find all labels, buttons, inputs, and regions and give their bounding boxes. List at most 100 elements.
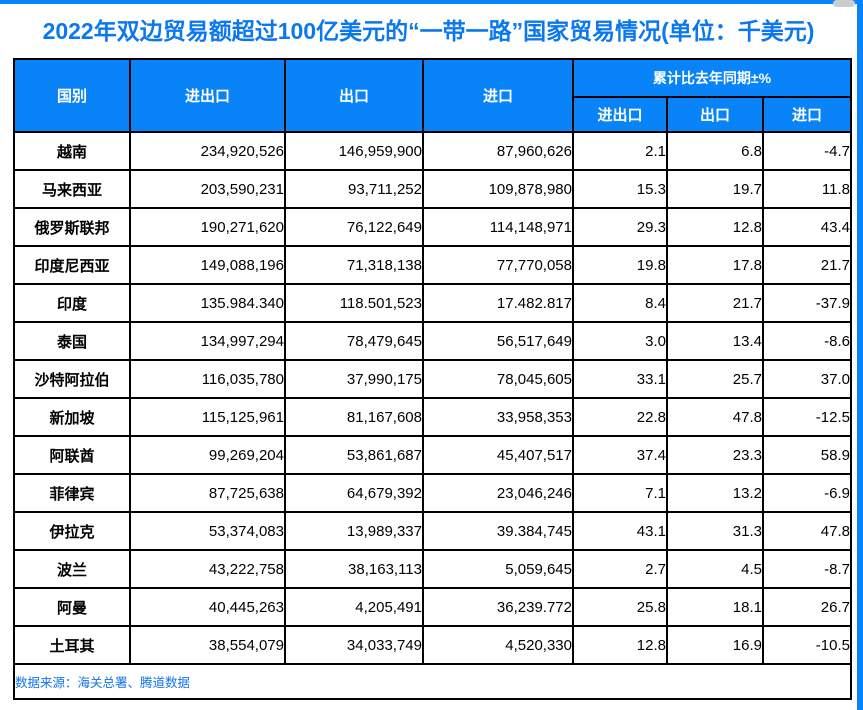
country-cell: 印度 <box>13 283 131 323</box>
table-body: 越南 234,920,526 146,959,900 87,960,626 2.1 6.8… <box>13 131 852 665</box>
country-cell: 阿曼 <box>13 587 131 627</box>
yoy-import-cell: 58.9 <box>762 435 852 475</box>
yoy-total-cell: 25.8 <box>572 587 668 627</box>
yoy-total-cell: 7.1 <box>572 473 668 513</box>
yoy-import-cell: 43.4 <box>762 207 852 247</box>
total-cell: 99,269,204 <box>129 435 286 475</box>
table-row: 阿曼 40,445,263 4,205,491 36,239.772 25.8 18.1 2… <box>13 587 852 627</box>
header-yoy-import: 进口 <box>762 96 852 133</box>
yoy-total-cell: 33.1 <box>572 359 668 399</box>
yoy-import-cell: 21.7 <box>762 245 852 285</box>
table-header: 国别 进出口 出口 进口 累计比去年同期±% 进出口 出口 进口 <box>13 58 852 133</box>
table-row: 菲律宾 87,725,638 64,679,392 23,046,246 7.1 13.2… <box>13 473 852 513</box>
import-cell: 77,770,058 <box>422 245 574 285</box>
header-yoy-group: 累计比去年同期±% <box>572 58 852 98</box>
table-row: 俄罗斯联邦 190,271,620 76,122,649 114,148,971 29.… <box>13 207 852 247</box>
yoy-export-cell: 47.8 <box>666 397 764 437</box>
yoy-export-cell: 23.3 <box>666 435 764 475</box>
import-cell: 56,517,649 <box>422 321 574 361</box>
import-cell: 78,045,605 <box>422 359 574 399</box>
yoy-import-cell: -12.5 <box>762 397 852 437</box>
yoy-total-cell: 2.7 <box>572 549 668 589</box>
header-yoy-export: 出口 <box>666 96 764 133</box>
table-row: 沙特阿拉伯 116,035,780 37,990,175 78,045,605 33.1… <box>13 359 852 399</box>
yoy-total-cell: 22.8 <box>572 397 668 437</box>
yoy-total-cell: 3.0 <box>572 321 668 361</box>
page-title: 2022年双边贸易额超过100亿美元的“一带一路”国家贸易情况(单位：千美元) <box>42 18 815 44</box>
export-cell: 34,033,749 <box>284 625 424 665</box>
country-cell: 印度尼西亚 <box>13 245 131 285</box>
total-cell: 43,222,758 <box>129 549 286 589</box>
total-cell: 190,271,620 <box>129 207 286 247</box>
import-cell: 114,148,971 <box>422 207 574 247</box>
country-cell: 土耳其 <box>13 625 131 665</box>
table-footer: 数据来源：海关总署、腾道数据 <box>13 663 852 700</box>
total-cell: 38,554,079 <box>129 625 286 665</box>
total-cell: 87,725,638 <box>129 473 286 513</box>
yoy-import-cell: -4.7 <box>762 131 852 171</box>
import-cell: 36,239.772 <box>422 587 574 627</box>
export-cell: 78,479,645 <box>284 321 424 361</box>
export-cell: 38,163,113 <box>284 549 424 589</box>
import-cell: 39.384,745 <box>422 511 574 551</box>
header-country: 国别 <box>13 58 131 133</box>
top-accent-bar <box>0 0 863 4</box>
import-cell: 5,059,645 <box>422 549 574 589</box>
yoy-import-cell: -10.5 <box>762 625 852 665</box>
yoy-import-cell: -8.6 <box>762 321 852 361</box>
yoy-total-cell: 12.8 <box>572 625 668 665</box>
yoy-total-cell: 15.3 <box>572 169 668 209</box>
import-cell: 33,958,353 <box>422 397 574 437</box>
table-row: 印度 135.984.340 118.501,523 17.482.817 8.4 21.… <box>13 283 852 323</box>
right-accent-bar <box>857 0 863 710</box>
yoy-import-cell: 37.0 <box>762 359 852 399</box>
table-row: 马来西亚 203,590,231 93,711,252 109,878,980 15.3… <box>13 169 852 209</box>
export-cell: 118.501,523 <box>284 283 424 323</box>
yoy-import-cell: 11.8 <box>762 169 852 209</box>
table-row: 波兰 43,222,758 38,163,113 5,059,645 2.7 4.5 -8.… <box>13 549 852 589</box>
header-export: 出口 <box>284 58 424 133</box>
country-cell: 菲律宾 <box>13 473 131 513</box>
table-row: 新加坡 115,125,961 81,167,608 33,958,353 22.8 47… <box>13 397 852 437</box>
table-row: 伊拉克 53,374,083 13,989,337 39.384,745 43.1 31.… <box>13 511 852 551</box>
export-cell: 71,318,138 <box>284 245 424 285</box>
export-cell: 146,959,900 <box>284 131 424 171</box>
table-row: 土耳其 38,554,079 34,033,749 4,520,330 12.8 16.9… <box>13 625 852 665</box>
total-cell: 135.984.340 <box>129 283 286 323</box>
total-cell: 134,997,294 <box>129 321 286 361</box>
scrollbar-thumb[interactable] <box>833 0 855 7</box>
country-cell: 俄罗斯联邦 <box>13 207 131 247</box>
import-cell: 87,960,626 <box>422 131 574 171</box>
total-cell: 116,035,780 <box>129 359 286 399</box>
yoy-total-cell: 2.1 <box>572 131 668 171</box>
yoy-total-cell: 37.4 <box>572 435 668 475</box>
import-cell: 23,046,246 <box>422 473 574 513</box>
yoy-import-cell: -37.9 <box>762 283 852 323</box>
yoy-export-cell: 18.1 <box>666 587 764 627</box>
import-cell: 109,878,980 <box>422 169 574 209</box>
total-cell: 115,125,961 <box>129 397 286 437</box>
yoy-export-cell: 13.2 <box>666 473 764 513</box>
table-row: 印度尼西亚 149,088,196 71,318,138 77,770,058 19.8… <box>13 245 852 285</box>
yoy-import-cell: 47.8 <box>762 511 852 551</box>
header-import: 进口 <box>422 58 574 133</box>
country-cell: 泰国 <box>13 321 131 361</box>
yoy-total-cell: 19.8 <box>572 245 668 285</box>
total-cell: 53,374,083 <box>129 511 286 551</box>
export-cell: 13,989,337 <box>284 511 424 551</box>
country-cell: 越南 <box>13 131 131 171</box>
import-cell: 45,407,517 <box>422 435 574 475</box>
export-cell: 81,167,608 <box>284 397 424 437</box>
yoy-total-cell: 8.4 <box>572 283 668 323</box>
table-row: 阿联酋 99,269,204 53,861,687 45,407,517 37.4 23.… <box>13 435 852 475</box>
export-cell: 76,122,649 <box>284 207 424 247</box>
total-cell: 149,088,196 <box>129 245 286 285</box>
country-cell: 新加坡 <box>13 397 131 437</box>
yoy-export-cell: 13.4 <box>666 321 764 361</box>
total-cell: 203,590,231 <box>129 169 286 209</box>
yoy-export-cell: 25.7 <box>666 359 764 399</box>
header-total: 进出口 <box>129 58 286 133</box>
import-cell: 17.482.817 <box>422 283 574 323</box>
yoy-import-cell: -8.7 <box>762 549 852 589</box>
yoy-total-cell: 29.3 <box>572 207 668 247</box>
